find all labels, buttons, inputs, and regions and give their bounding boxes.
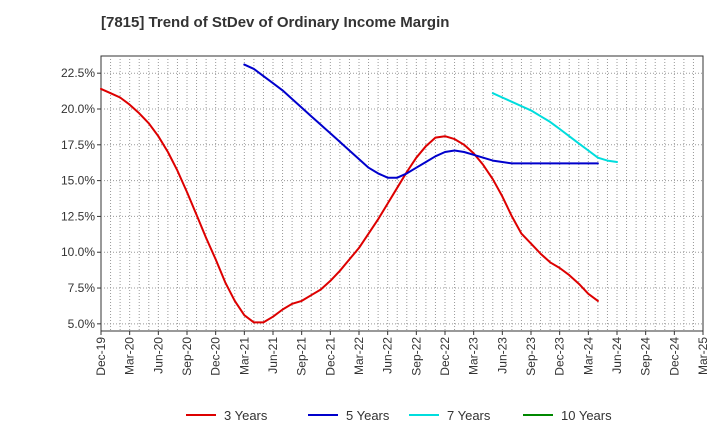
series-line-7-years bbox=[491, 92, 618, 163]
grid-lines bbox=[101, 56, 703, 331]
x-tick-label: Mar-21 bbox=[237, 337, 251, 375]
x-tick-label: Sep-22 bbox=[409, 337, 423, 376]
x-tick-label: Dec-22 bbox=[438, 337, 452, 376]
x-tick-label: Jun-23 bbox=[495, 337, 509, 374]
series-lines bbox=[100, 63, 618, 324]
x-tick-label: Jun-20 bbox=[151, 337, 165, 374]
x-tick-label: Sep-21 bbox=[295, 337, 309, 376]
y-tick-label: 15.0% bbox=[61, 174, 95, 188]
legend: 3 Years 5 Years 7 Years 10 Years bbox=[186, 408, 612, 423]
x-axis-ticks: Dec-19 Mar-20 Jun-20 Sep-20 Dec-20 Mar-21 Jun-… bbox=[94, 331, 710, 376]
y-tick-label: 17.5% bbox=[61, 138, 95, 152]
x-tick-label: Dec-19 bbox=[94, 337, 108, 376]
legend-label-5-years: 5 Years bbox=[346, 408, 390, 423]
x-tick-label: Mar-25 bbox=[696, 337, 710, 375]
x-tick-label: Mar-23 bbox=[467, 337, 481, 375]
x-tick-label: Jun-21 bbox=[266, 337, 280, 374]
x-tick-label: Dec-21 bbox=[323, 337, 337, 376]
y-tick-label: 7.5% bbox=[68, 281, 96, 295]
y-tick-label: 12.5% bbox=[61, 209, 95, 223]
x-tick-label: Sep-23 bbox=[524, 337, 538, 376]
legend-label-10-years: 10 Years bbox=[561, 408, 612, 423]
legend-label-3-years: 3 Years bbox=[224, 408, 268, 423]
x-tick-label: Mar-20 bbox=[123, 337, 137, 375]
x-tick-label: Dec-23 bbox=[553, 337, 567, 376]
x-tick-label: Sep-24 bbox=[639, 337, 653, 376]
y-tick-label: 10.0% bbox=[61, 245, 95, 259]
legend-label-7-years: 7 Years bbox=[447, 408, 491, 423]
y-axis-ticks: 5.0% 7.5% 10.0% 12.5% 15.0% 17.5% 20.0% 22.5% bbox=[61, 66, 101, 331]
y-tick-label: 20.0% bbox=[61, 102, 95, 116]
x-tick-label: Jun-24 bbox=[610, 337, 624, 374]
x-tick-label: Jun-22 bbox=[381, 337, 395, 374]
x-tick-label: Dec-24 bbox=[667, 337, 681, 376]
y-tick-label: 22.5% bbox=[61, 66, 95, 80]
plot-area bbox=[100, 55, 704, 332]
series-line-3-years bbox=[100, 87, 599, 324]
x-tick-label: Dec-20 bbox=[209, 337, 223, 376]
chart-title: [7815] Trend of StDev of Ordinary Income… bbox=[101, 14, 449, 31]
y-tick-label: 5.0% bbox=[68, 317, 96, 331]
x-tick-label: Mar-22 bbox=[352, 337, 366, 375]
x-tick-label: Mar-24 bbox=[581, 337, 595, 375]
x-tick-label: Sep-20 bbox=[180, 337, 194, 376]
series-line-5-years bbox=[243, 63, 599, 179]
